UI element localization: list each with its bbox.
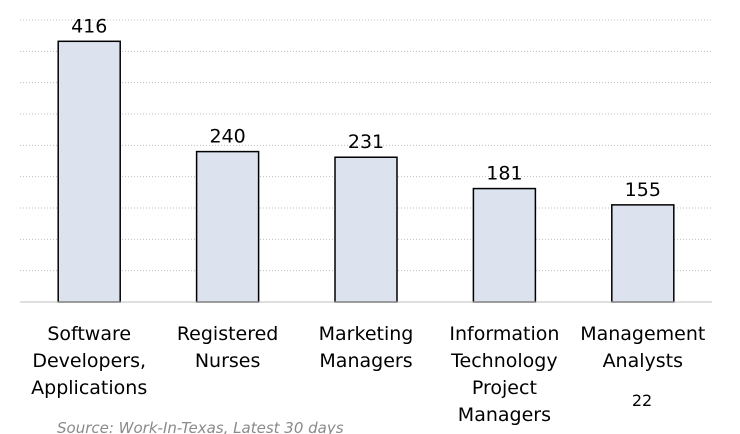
- bar: [472, 187, 537, 303]
- bar: [57, 40, 121, 303]
- data-label: 416: [71, 15, 107, 37]
- x-tick-label: Software: [47, 323, 131, 345]
- x-tick-label: Registered: [177, 323, 279, 345]
- x-tick-label: Managers: [319, 350, 412, 372]
- page-number: 22: [632, 391, 652, 410]
- x-tick-label: Managers: [458, 404, 551, 426]
- x-tick-label: Management: [580, 323, 705, 345]
- x-tick-label: Nurses: [195, 350, 261, 372]
- data-label: 181: [486, 163, 522, 185]
- x-tick-label: Marketing: [319, 323, 414, 345]
- source-note: Source: Work-In-Texas, Latest 30 days: [57, 419, 344, 434]
- x-tick-label: Developers,: [32, 350, 146, 372]
- bar: [334, 156, 398, 303]
- x-tick-label: Analysts: [603, 350, 683, 372]
- data-label: 231: [348, 131, 384, 153]
- bar: [611, 204, 675, 303]
- data-label: 240: [209, 126, 245, 148]
- x-tick-label: Information: [449, 323, 559, 345]
- bar: [195, 150, 260, 303]
- x-tick-label: Project: [472, 377, 537, 399]
- x-tick-label: Technology: [450, 350, 557, 372]
- data-label: 155: [625, 179, 661, 201]
- x-tick-label: Applications: [31, 377, 147, 399]
